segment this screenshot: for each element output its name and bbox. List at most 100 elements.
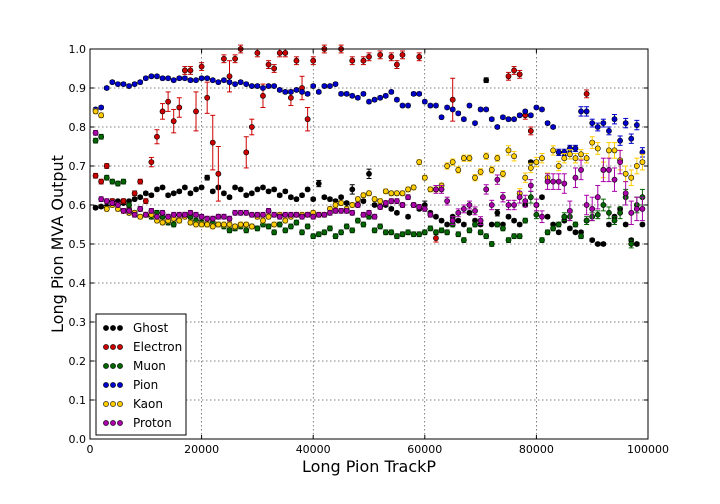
data-point: [276, 221, 283, 228]
data-point: [254, 50, 261, 56]
data-point: [388, 205, 395, 212]
data-point: [170, 221, 177, 228]
data-point: [527, 165, 534, 171]
data-point: [215, 170, 222, 177]
data-point: [500, 225, 506, 232]
legend-marker: [110, 420, 116, 426]
data-point: [181, 75, 188, 82]
data-point: [198, 213, 205, 220]
data-point: [550, 225, 557, 232]
legend-entry-proton: Proton: [103, 416, 172, 430]
data-point: [165, 213, 172, 220]
data-point: [371, 213, 378, 220]
data-point: [360, 57, 367, 64]
data-point: [371, 196, 378, 203]
data-point: [438, 114, 445, 121]
data-point: [209, 139, 216, 146]
data-point: [505, 237, 512, 243]
data-point: [594, 211, 601, 218]
data-point: [377, 204, 384, 210]
data-point: [522, 174, 529, 181]
data-point: [483, 106, 490, 113]
y-tick-label: 0.6: [69, 199, 87, 212]
data-point: [399, 51, 406, 58]
data-point: [566, 207, 573, 214]
data-point: [433, 186, 439, 193]
legend-marker: [103, 420, 109, 426]
data-point: [544, 213, 551, 220]
data-point: [606, 166, 612, 173]
data-point: [516, 112, 523, 119]
legend-marker: [103, 325, 109, 331]
data-point: [248, 124, 255, 130]
legend-marker: [110, 344, 116, 350]
data-point: [131, 211, 138, 218]
data-point: [265, 223, 272, 230]
data-point: [115, 81, 121, 87]
data-point: [555, 178, 562, 185]
data-point: [226, 215, 233, 222]
data-point: [276, 213, 283, 220]
data-point: [237, 209, 244, 216]
data-point: [103, 205, 110, 212]
data-point: [170, 77, 177, 84]
data-point: [500, 194, 506, 201]
data-point: [349, 227, 356, 234]
legend-marker: [103, 382, 109, 388]
x-tick-label: 20000: [184, 443, 219, 456]
data-point: [550, 178, 557, 185]
x-tick-label: 40000: [296, 443, 331, 456]
data-point: [248, 211, 255, 218]
data-point: [310, 83, 317, 89]
data-point: [343, 223, 350, 230]
data-point: [327, 209, 333, 216]
data-point: [366, 53, 372, 60]
data-point: [488, 116, 495, 123]
data-point: [293, 57, 300, 64]
data-point: [92, 129, 99, 136]
data-point: [187, 209, 194, 216]
data-point: [606, 127, 612, 134]
data-point: [427, 102, 434, 109]
data-point: [176, 211, 183, 218]
data-point: [455, 217, 462, 224]
x-tick-label: 60000: [407, 443, 442, 456]
data-point: [438, 186, 445, 193]
data-point: [287, 89, 294, 95]
data-point: [639, 221, 646, 228]
data-point: [444, 229, 451, 236]
data-point: [254, 225, 261, 232]
data-point: [360, 90, 367, 97]
legend-entry-muon: Muon: [103, 359, 166, 373]
data-point: [271, 65, 278, 72]
data-point: [338, 194, 344, 201]
legend-entry-ghost: Ghost: [103, 321, 168, 335]
data-point: [477, 229, 484, 236]
data-point: [170, 190, 177, 197]
data-point: [555, 149, 562, 156]
data-point: [483, 153, 490, 160]
data-point: [92, 172, 99, 179]
data-points: [92, 44, 646, 249]
data-point: [472, 174, 478, 181]
y-tick-label: 0.9: [69, 82, 87, 95]
data-point: [628, 135, 635, 142]
data-point: [505, 116, 512, 123]
data-point: [611, 147, 618, 154]
data-point: [488, 166, 495, 173]
data-point: [611, 116, 618, 123]
legend-marker: [117, 363, 123, 369]
data-point: [354, 196, 361, 203]
data-point: [310, 57, 317, 64]
y-tick-label: 0.8: [69, 121, 87, 134]
data-point: [594, 241, 601, 247]
data-point: [405, 229, 411, 236]
data-point: [360, 221, 367, 228]
data-point: [142, 198, 149, 204]
x-axis-label: Long Pion TrackP: [302, 457, 436, 476]
data-point: [427, 186, 434, 193]
data-point: [393, 233, 400, 240]
data-point: [399, 231, 406, 238]
data-point: [561, 155, 568, 162]
data-point: [393, 190, 400, 197]
